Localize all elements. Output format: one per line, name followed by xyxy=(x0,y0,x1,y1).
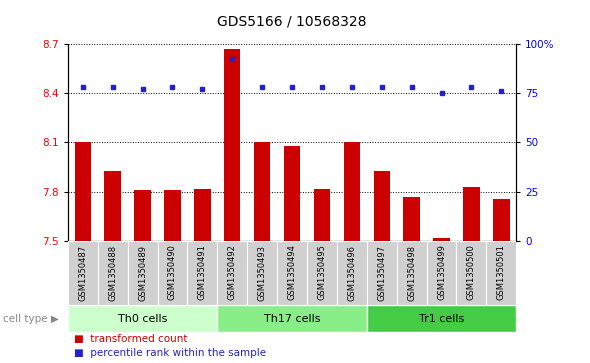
Bar xyxy=(104,171,121,241)
Text: Th0 cells: Th0 cells xyxy=(118,314,168,323)
Bar xyxy=(396,241,427,305)
Bar xyxy=(158,241,188,305)
Text: Tr1 cells: Tr1 cells xyxy=(419,314,464,323)
Text: GSM1350487: GSM1350487 xyxy=(78,245,87,301)
Bar xyxy=(486,241,516,305)
Bar xyxy=(217,305,367,332)
Text: GDS5166 / 10568328: GDS5166 / 10568328 xyxy=(217,15,367,29)
Bar xyxy=(217,241,247,305)
Bar xyxy=(247,241,277,305)
Text: ■  percentile rank within the sample: ■ percentile rank within the sample xyxy=(74,347,266,358)
Bar xyxy=(135,190,151,241)
Bar xyxy=(433,238,450,241)
Text: GSM1350493: GSM1350493 xyxy=(258,245,267,301)
Text: GSM1350489: GSM1350489 xyxy=(138,245,147,301)
Text: GSM1350499: GSM1350499 xyxy=(437,245,446,301)
Bar xyxy=(367,241,396,305)
Text: ■  transformed count: ■ transformed count xyxy=(74,334,187,344)
Bar xyxy=(68,241,98,305)
Bar xyxy=(254,142,270,241)
Text: GSM1350491: GSM1350491 xyxy=(198,245,207,301)
Bar xyxy=(188,241,217,305)
Bar xyxy=(463,187,480,241)
Text: GSM1350488: GSM1350488 xyxy=(108,245,117,301)
Bar xyxy=(367,305,516,332)
Bar xyxy=(74,142,91,241)
Bar xyxy=(343,142,360,241)
Text: GSM1350496: GSM1350496 xyxy=(348,245,356,301)
Bar xyxy=(164,190,181,241)
Text: cell type ▶: cell type ▶ xyxy=(3,314,59,323)
Text: GSM1350495: GSM1350495 xyxy=(317,245,326,301)
Text: GSM1350490: GSM1350490 xyxy=(168,245,177,301)
Text: GSM1350498: GSM1350498 xyxy=(407,245,416,301)
Text: GSM1350497: GSM1350497 xyxy=(377,245,386,301)
Bar xyxy=(457,241,486,305)
Bar xyxy=(314,189,330,241)
Bar xyxy=(493,199,510,241)
Bar xyxy=(224,49,241,241)
Bar xyxy=(277,241,307,305)
Bar xyxy=(373,171,390,241)
Bar xyxy=(127,241,158,305)
Text: GSM1350492: GSM1350492 xyxy=(228,245,237,301)
Text: GSM1350500: GSM1350500 xyxy=(467,245,476,301)
Bar xyxy=(284,146,300,241)
Bar xyxy=(337,241,367,305)
Bar xyxy=(427,241,457,305)
Bar xyxy=(404,197,420,241)
Text: Th17 cells: Th17 cells xyxy=(264,314,320,323)
Text: GSM1350494: GSM1350494 xyxy=(287,245,297,301)
Bar xyxy=(194,189,211,241)
Bar xyxy=(68,305,217,332)
Bar xyxy=(98,241,127,305)
Text: GSM1350501: GSM1350501 xyxy=(497,245,506,301)
Bar xyxy=(307,241,337,305)
